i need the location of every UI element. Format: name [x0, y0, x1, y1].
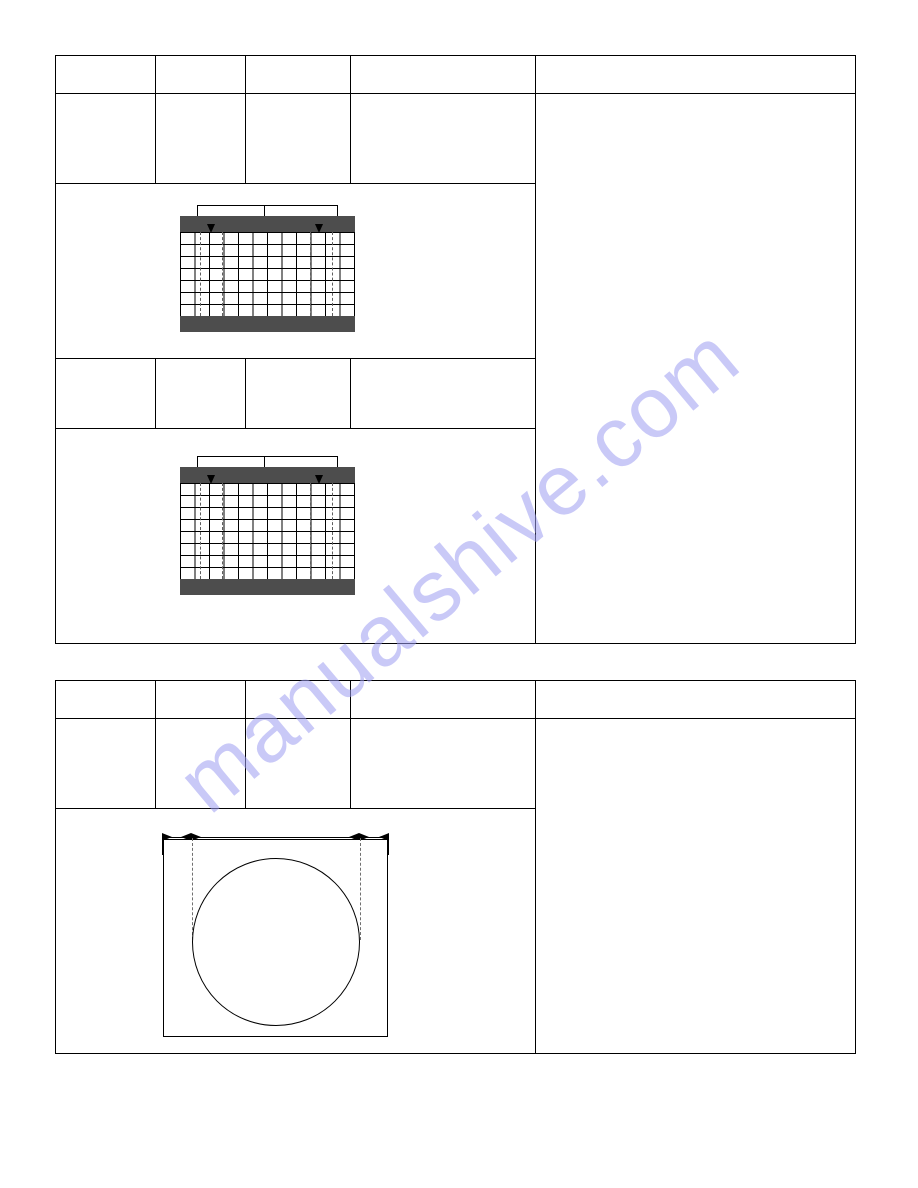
page: manualshive.com: [0, 0, 918, 1188]
cell: [156, 56, 246, 94]
dash-line: [332, 483, 333, 579]
drum-box: [163, 839, 388, 1037]
cell: [246, 719, 351, 809]
cell: [536, 94, 856, 644]
dash-line: [200, 483, 201, 579]
cell: [56, 56, 156, 94]
cell: [351, 56, 536, 94]
dash-line: [332, 232, 333, 316]
drum-diagram: [163, 839, 388, 1037]
leader-tick: [264, 456, 265, 467]
cell: [536, 56, 856, 94]
cell: [56, 94, 156, 184]
table-row: [56, 56, 856, 94]
drum-circle: [192, 858, 360, 1026]
table-row: [56, 94, 856, 184]
cell: [351, 681, 536, 719]
cell: [246, 56, 351, 94]
cell: [246, 681, 351, 719]
cell: [156, 94, 246, 184]
cell: [56, 719, 156, 809]
leader-tick: [337, 456, 338, 467]
leader-tick: [197, 205, 198, 216]
cell: [56, 359, 156, 429]
leader-tick: [337, 205, 338, 216]
dash-line: [222, 232, 223, 316]
dash-line: [222, 483, 223, 579]
leader-tick: [264, 205, 265, 216]
cell: [536, 719, 856, 1054]
dash-line: [310, 232, 311, 316]
cell: [156, 681, 246, 719]
leader-line: [197, 205, 337, 206]
table-row: [56, 681, 856, 719]
dash-line: [310, 483, 311, 579]
cell: [536, 681, 856, 719]
table-2: [55, 680, 856, 1054]
cell: [351, 719, 536, 809]
cell: [56, 681, 156, 719]
cell: [246, 94, 351, 184]
diagram-cell-grate-a: [56, 184, 536, 359]
grate-diagram-a: [180, 216, 355, 332]
cell: [351, 94, 536, 184]
diagram-cell-drum: [56, 809, 536, 1054]
diagram-cell-grate-b: [56, 429, 536, 644]
table-row: [56, 719, 856, 809]
dash-line: [200, 232, 201, 316]
cell: [156, 359, 246, 429]
leader-line: [197, 456, 337, 457]
table-1: [55, 55, 856, 644]
grate-bar-bottom: [180, 579, 355, 595]
dim-tick: [388, 837, 389, 855]
leader-tick: [197, 456, 198, 467]
dash-line: [360, 838, 361, 940]
cell: [156, 719, 246, 809]
grate-bar-bottom: [180, 316, 355, 332]
grate-diagram-b: [180, 467, 355, 595]
cell: [246, 359, 351, 429]
cell: [351, 359, 536, 429]
grate-grid: [180, 483, 355, 579]
grate-grid: [180, 232, 355, 316]
